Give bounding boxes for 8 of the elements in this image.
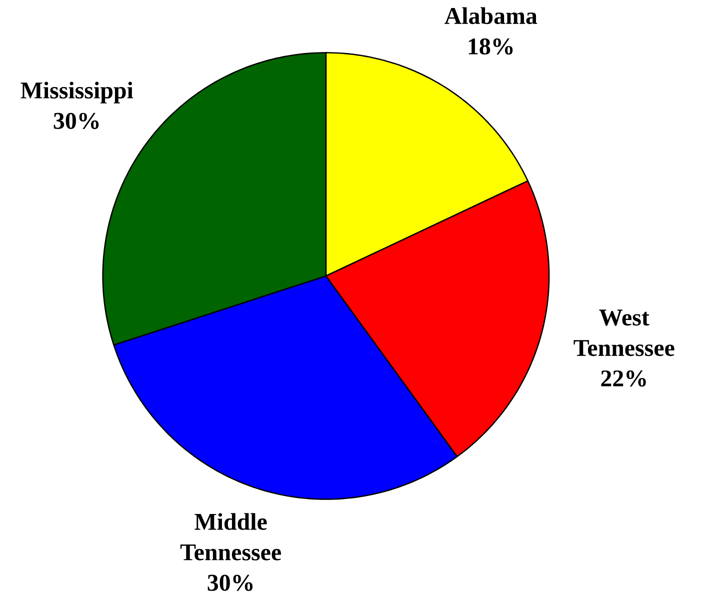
data-label: 30% bbox=[54, 112, 99, 129]
data-label: 30% bbox=[208, 574, 253, 591]
slice-label: West Tennessee bbox=[574, 310, 674, 356]
slice-label: Alabama bbox=[444, 7, 538, 24]
data-label: 18% bbox=[468, 38, 513, 55]
slice-label: Mississippi bbox=[20, 82, 134, 104]
data-label: 22% bbox=[601, 370, 646, 387]
slice-label: Middle Tennessee bbox=[180, 513, 281, 560]
